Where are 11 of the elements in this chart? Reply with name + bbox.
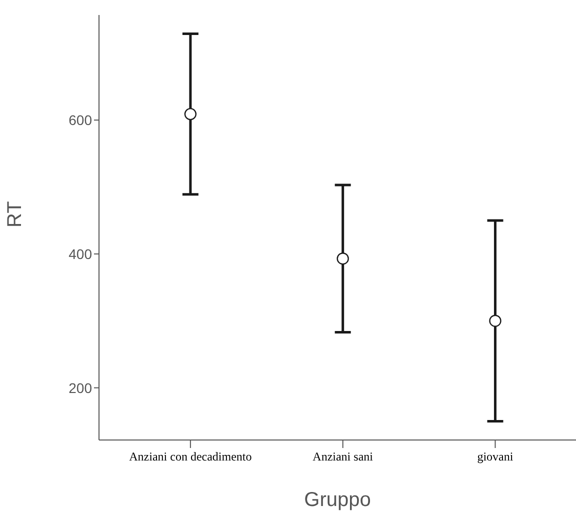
x-tick-label: Anziani sani <box>312 450 374 464</box>
x-axis-title: Gruppo <box>304 489 371 511</box>
x-tick-label: Anziani con decadimento <box>129 450 252 464</box>
point <box>336 252 349 265</box>
point <box>184 108 197 120</box>
x-tick-label: giovani <box>477 450 514 464</box>
y-tick-label: 200 <box>68 380 92 396</box>
y-tick-label: 600 <box>68 112 92 128</box>
point <box>489 314 502 327</box>
y-axis-title: RT <box>4 201 26 228</box>
y-tick-label: 400 <box>68 246 92 262</box>
